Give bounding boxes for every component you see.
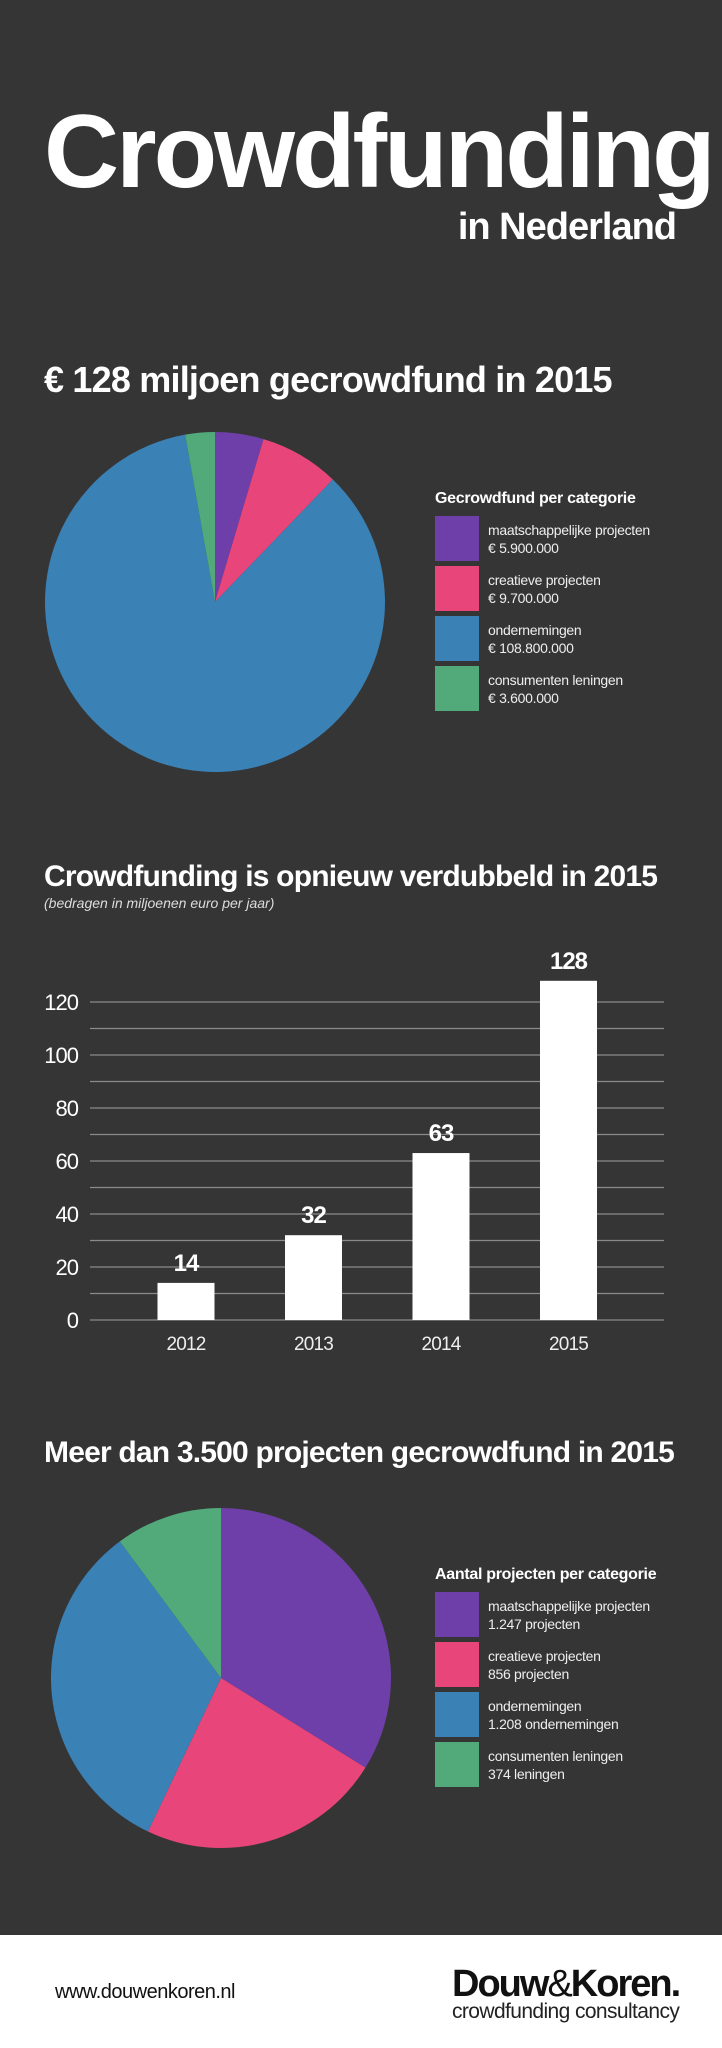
charts-canvas: 0 20 40 60 80 100 120 14 2012 32 2013 63 2014 128 2015: [44, 432, 664, 1848]
legend-item: maatschappelijke projecten 1.247 projecte…: [435, 1592, 705, 1637]
y-tick-label: 20: [56, 1255, 79, 1280]
funding-pie-title: € 128 miljoen gecrowdfund in 2015: [44, 359, 613, 400]
legend-item: maatschappelijke projecten € 5.900.000: [435, 516, 705, 561]
y-tick-label: 60: [56, 1149, 79, 1174]
projects-legend: Aantal projecten per categorie maatschap…: [435, 1566, 705, 1792]
x-tick-label: 2013: [294, 1334, 333, 1355]
projects-pie-slice-0: [221, 1508, 391, 1768]
legend-swatch: [435, 616, 479, 661]
bar-data-label: 63: [429, 1120, 454, 1147]
funding-pie-slice-0: [215, 432, 264, 602]
legend-label: consumenten leningen: [488, 1747, 623, 1764]
legend-swatch: [435, 1642, 479, 1687]
x-tick-label: 2015: [549, 1334, 588, 1355]
legend-value: 1.247 projecten: [488, 1615, 581, 1632]
bar-data-label: 14: [174, 1250, 200, 1277]
legend-item: ondernemingen € 108.800.000: [435, 616, 705, 661]
bar-data-label: 128: [550, 948, 588, 975]
bar-2014: [412, 1153, 470, 1320]
main-subtitle: in Nederland: [457, 206, 677, 248]
legend-value: 374 leningen: [488, 1765, 565, 1782]
main-title: Crowdfunding: [44, 94, 716, 210]
legend-value: 1.208 ondernemingen: [488, 1715, 619, 1732]
logo-ampersand: &: [547, 1963, 572, 2005]
y-tick-label: 80: [56, 1096, 79, 1121]
legend-label: maatschappelijke projecten: [488, 1597, 650, 1614]
legend-value: € 3.600.000: [488, 689, 559, 706]
legend-label: ondernemingen: [488, 1697, 582, 1714]
legend-title: Aantal projecten per categorie: [435, 1566, 657, 1583]
legend-item: consumenten leningen € 3.600.000: [435, 666, 705, 711]
y-tick-label: 100: [44, 1043, 78, 1068]
legend-item: creatieve projecten 856 projecten: [435, 1642, 705, 1687]
legend-swatch: [435, 1742, 479, 1787]
legend-value: € 9.700.000: [488, 589, 559, 606]
legend-swatch: [435, 1592, 479, 1637]
legend-label: ondernemingen: [488, 621, 582, 638]
y-tick-label: 0: [67, 1308, 79, 1333]
funding-pie-slice-3: [185, 432, 215, 602]
legend-value: € 5.900.000: [488, 539, 559, 556]
bar-chart-subtitle: (bedragen in miljoenen euro per jaar): [44, 895, 275, 911]
x-tick-label: 2014: [421, 1334, 461, 1355]
legend-title: Gecrowdfund per categorie: [435, 490, 636, 507]
logo-name-part: Koren.: [570, 1963, 681, 2005]
funding-legend: Gecrowdfund per categorie maatschappelij…: [435, 490, 705, 716]
bar-chart-title: Crowdfunding is opnieuw verdubbeld in 20…: [44, 860, 658, 893]
legend-item: ondernemingen 1.208 ondernemingen: [435, 1692, 705, 1737]
funding-pie-slice-1: [215, 439, 333, 602]
legend-value: 856 projecten: [488, 1665, 569, 1682]
legend-label: maatschappelijke projecten: [488, 521, 650, 538]
bar-data-label: 32: [301, 1202, 326, 1229]
logo-name-part: Douw: [452, 1963, 549, 2005]
website-link[interactable]: www.douwenkoren.nl: [55, 1981, 236, 2003]
legend-item: consumenten leningen 374 leningen: [435, 1742, 705, 1787]
x-tick-label: 2012: [166, 1334, 205, 1355]
y-tick-label: 40: [56, 1202, 79, 1227]
legend-value: € 108.800.000: [488, 639, 574, 656]
projects-pie-slice-1: [147, 1678, 366, 1848]
legend-label: consumenten leningen: [488, 671, 623, 688]
legend-label: creatieve projecten: [488, 1647, 601, 1664]
legend-swatch: [435, 1692, 479, 1737]
legend-label: creatieve projecten: [488, 571, 601, 588]
legend-item: creatieve projecten € 9.700.000: [435, 566, 705, 611]
footer: www.douwenkoren.nl Douw&Koren. crowdfund…: [0, 1935, 722, 2048]
logo-tagline: crowdfunding consultancy: [452, 2000, 680, 2023]
projects-pie-slice-3: [119, 1508, 221, 1678]
legend-swatch: [435, 566, 479, 611]
y-tick-label: 120: [44, 990, 78, 1015]
company-logo: Douw&Koren. crowdfunding consultancy: [452, 1963, 681, 2023]
bar-2013: [285, 1235, 342, 1320]
funding-pie-slice-2: [45, 434, 386, 773]
projects-pie-title: Meer dan 3.500 projecten gecrowdfund in …: [44, 1436, 675, 1469]
legend-swatch: [435, 516, 479, 561]
legend-swatch: [435, 666, 479, 711]
bar-2012: [157, 1282, 215, 1320]
bar-2015: [540, 980, 597, 1320]
projects-pie-slice-2: [50, 1541, 221, 1832]
